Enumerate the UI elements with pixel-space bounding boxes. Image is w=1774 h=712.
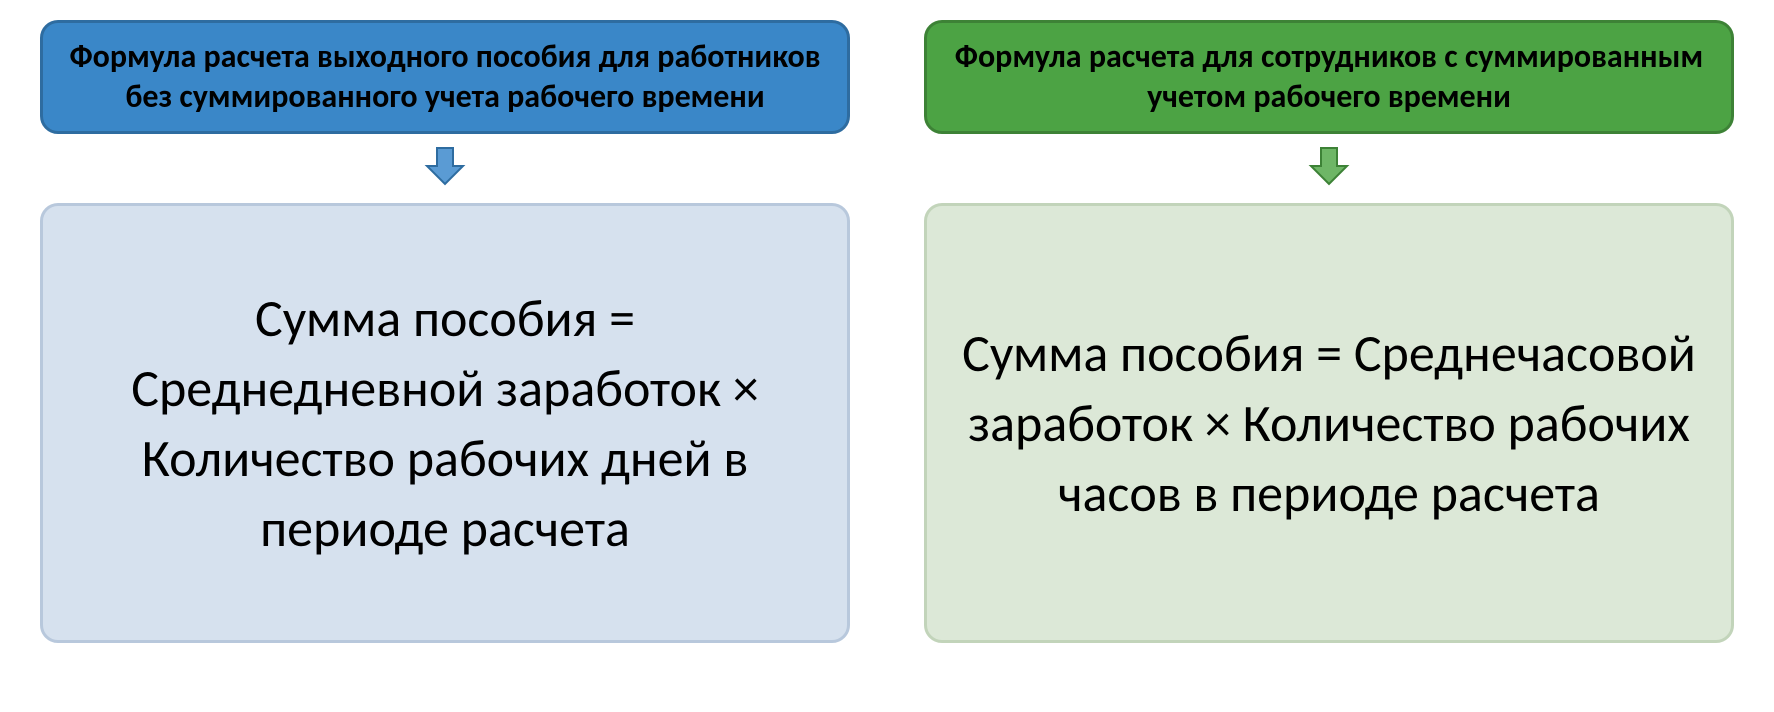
header-box-blue: Формула расчета выходного пособия для ра… <box>40 20 850 134</box>
arrow-shape-blue <box>427 148 463 184</box>
left-column: Формула расчета выходного пособия для ра… <box>40 20 850 692</box>
arrow-shape-green <box>1311 148 1347 184</box>
formula-box-blue: Сумма пособия = Среднедневной заработок … <box>40 203 850 643</box>
arrow-down-icon <box>423 144 467 188</box>
header-box-green: Формула расчета для сотрудников с суммир… <box>924 20 1734 134</box>
right-column: Формула расчета для сотрудников с суммир… <box>924 20 1734 692</box>
arrow-down-green <box>1307 144 1351 193</box>
formula-text-green: Сумма пособия = Среднечасовой заработок … <box>957 318 1701 529</box>
header-text-green: Формула расчета для сотрудников с суммир… <box>955 37 1703 116</box>
formula-text-blue: Сумма пособия = Среднедневной заработок … <box>73 283 817 564</box>
formula-box-green: Сумма пособия = Среднечасовой заработок … <box>924 203 1734 643</box>
header-text-blue: Формула расчета выходного пособия для ра… <box>69 37 820 116</box>
arrow-down-blue <box>423 144 467 193</box>
arrow-down-icon <box>1307 144 1351 188</box>
